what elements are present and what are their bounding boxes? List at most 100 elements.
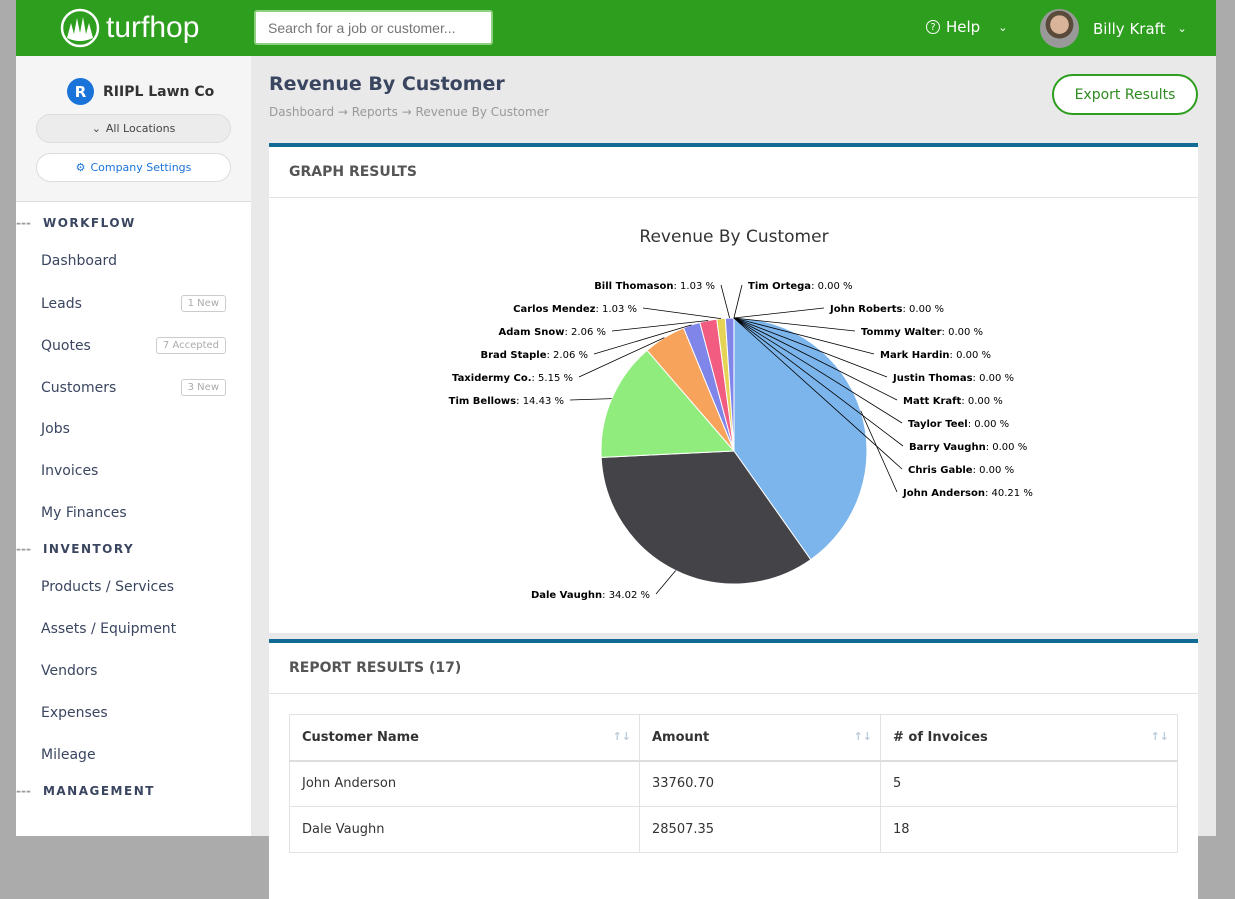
data-label: Chris Gable: 0.00 % (908, 465, 1014, 476)
section-workflow: --- WORKFLOW (16, 216, 136, 230)
brand-name: turfhop (106, 11, 200, 44)
connector-line (733, 317, 856, 332)
chart-title: Revenue By Customer (639, 227, 828, 247)
sidebar-item-label: Invoices (41, 463, 99, 479)
sidebar-item-invoices[interactable]: Invoices (41, 463, 226, 479)
table-row[interactable]: John Anderson 33760.70 5 (289, 760, 1178, 807)
pie-slice[interactable] (733, 317, 868, 561)
sidebar-item-my-finances[interactable]: My Finances (41, 505, 226, 521)
data-label: Taxidermy Co.: 5.15 % (452, 373, 573, 384)
table-cell: John Anderson (289, 760, 640, 807)
top-bar: turfhop ? Help ⌄ Billy Kraft ⌄ (16, 0, 1216, 56)
connector-line (578, 337, 665, 378)
count-badge: 7 Accepted (155, 337, 226, 354)
report-table: Customer Name ↑↓ Amount ↑↓ # of Invoices ↑↓… (289, 714, 1178, 853)
breadcrumb-current: Revenue By Customer (415, 105, 550, 119)
column-invoices[interactable]: # of Invoices ↑↓ (880, 714, 1178, 762)
connector-line (720, 284, 731, 319)
sidebar-item-customers[interactable]: Customers 3 New (41, 379, 226, 396)
section-inventory: --- INVENTORY (16, 542, 135, 556)
connector-line (860, 410, 898, 493)
chevron-down-icon: ⌄ (91, 122, 101, 135)
data-label: Carlos Mendez: 1.03 % (513, 304, 637, 315)
locations-label: All Locations (105, 122, 176, 135)
sidebar-item-expenses[interactable]: Expenses (41, 705, 226, 721)
sidebar-item-mileage[interactable]: Mileage (41, 747, 226, 763)
user-name: Billy Kraft (1093, 19, 1166, 38)
graph-results-card: GRAPH RESULTS Revenue By Customer John A… (269, 143, 1198, 633)
pie-slice[interactable] (600, 450, 812, 585)
connector-line (655, 570, 677, 595)
avatar (1040, 9, 1079, 48)
sidebar-item-jobs[interactable]: Jobs (41, 421, 226, 437)
data-label: Dale Vaughn: 34.02 % (531, 590, 650, 601)
breadcrumb-dashboard[interactable]: Dashboard (269, 105, 335, 119)
company-settings-button[interactable]: ⚙ Company Settings (36, 153, 231, 182)
sidebar-item-assets-equipment[interactable]: Assets / Equipment (41, 621, 226, 637)
connector-line (593, 324, 692, 355)
sidebar-item-dashboard[interactable]: Dashboard (41, 253, 226, 269)
chevron-down-icon: ⌄ (1177, 22, 1187, 35)
sidebar-item-label: My Finances (41, 505, 127, 521)
table-cell: 28507.35 (639, 806, 881, 853)
breadcrumb: Dashboard → Reports → Revenue By Custome… (269, 105, 550, 119)
table-row[interactable]: Dale Vaughn 28507.35 18 (289, 806, 1178, 853)
data-label: Brad Staple: 2.06 % (480, 350, 588, 361)
column-customer-name[interactable]: Customer Name ↑↓ (289, 714, 640, 762)
connector-line (642, 307, 722, 320)
connector-line (733, 317, 904, 447)
sidebar-item-label: Jobs (41, 421, 70, 437)
user-menu[interactable]: Billy Kraft ⌄ (1040, 9, 1187, 48)
gear-icon: ⚙ (75, 161, 86, 174)
count-badge: 1 New (180, 295, 226, 312)
data-label: Justin Thomas: 0.00 % (892, 373, 1014, 384)
data-label: John Anderson: 40.21 % (902, 488, 1033, 499)
sidebar-item-label: Leads (41, 295, 82, 312)
data-label: Tim Ortega: 0.00 % (748, 281, 853, 292)
main-content: Revenue By Customer Dashboard → Reports … (251, 56, 1216, 899)
export-results-button[interactable]: Export Results (1052, 74, 1198, 115)
sidebar-item-label: Mileage (41, 747, 96, 763)
sidebar-item-label: Quotes (41, 337, 91, 354)
report-results-heading: REPORT RESULTS (17) (269, 643, 1198, 694)
data-label: Taylor Teel: 0.00 % (908, 419, 1009, 430)
pie-slice[interactable] (600, 349, 736, 458)
chevron-down-icon: ⌄ (998, 20, 1008, 34)
data-label: Bill Thomason: 1.03 % (594, 281, 715, 292)
sort-icon: ↑↓ (853, 730, 872, 743)
sidebar-item-label: Dashboard (41, 253, 117, 269)
logo-icon (60, 8, 100, 48)
sidebar-item-vendors[interactable]: Vendors (41, 663, 226, 679)
page-title: Revenue By Customer (269, 73, 505, 95)
settings-label: Company Settings (90, 161, 192, 174)
graph-results-heading: GRAPH RESULTS (269, 147, 1198, 198)
data-label: Barry Vaughn: 0.00 % (909, 442, 1027, 453)
locations-dropdown[interactable]: ⌄ All Locations (36, 114, 231, 143)
sidebar-item-products-services[interactable]: Products / Services (41, 579, 226, 595)
data-label: John Roberts: 0.00 % (829, 304, 944, 315)
sidebar-item-label: Customers (41, 379, 117, 396)
column-amount[interactable]: Amount ↑↓ (639, 714, 881, 762)
help-label: Help (946, 18, 981, 36)
pie-chart: Revenue By Customer John Anderson: 40.21… (449, 227, 1033, 601)
data-label: Matt Kraft: 0.00 % (903, 396, 1003, 407)
connector-line (733, 317, 888, 378)
breadcrumb-reports[interactable]: Reports (351, 105, 398, 119)
company-name: R RIIPL Lawn Co (67, 78, 214, 105)
sidebar-item-leads[interactable]: Leads 1 New (41, 295, 226, 312)
sidebar-item-label: Expenses (41, 705, 108, 721)
sidebar-item-quotes[interactable]: Quotes 7 Accepted (41, 337, 226, 354)
connector-line (611, 320, 709, 332)
turfhop-logo[interactable]: turfhop (60, 8, 199, 48)
sidebar-item-label: Products / Services (41, 579, 175, 595)
table-cell: 5 (880, 760, 1178, 807)
connector-line (733, 307, 825, 319)
count-badge: 3 New (180, 379, 226, 396)
sort-icon: ↑↓ (1150, 730, 1169, 743)
data-label: Tim Bellows: 14.43 % (449, 396, 564, 407)
section-management: --- MANAGEMENT (16, 784, 155, 798)
help-menu[interactable]: ? Help ⌄ (926, 18, 1007, 36)
connector-line (569, 398, 612, 401)
search-input[interactable] (254, 10, 493, 45)
table-cell: 33760.70 (639, 760, 881, 807)
